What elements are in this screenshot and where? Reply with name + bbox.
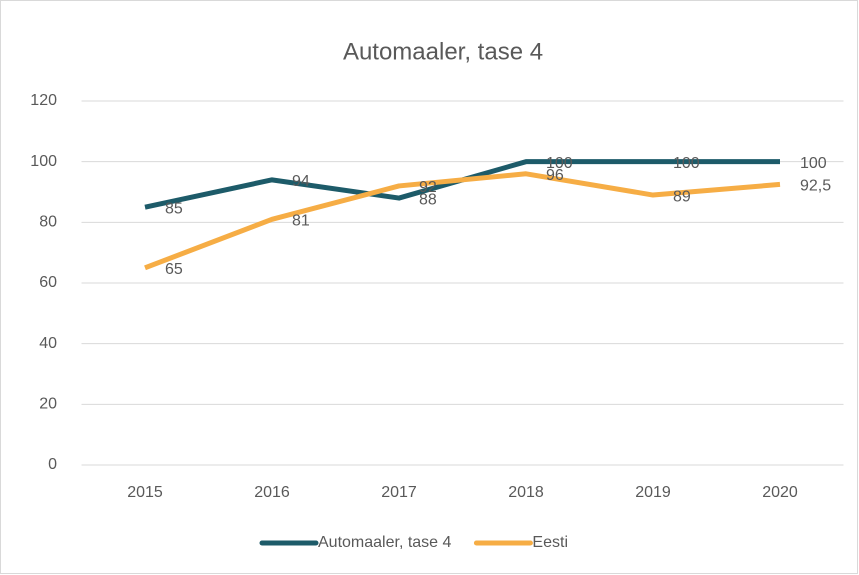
legend-label: Eesti xyxy=(532,534,568,551)
data-label: 100 xyxy=(673,155,700,172)
data-label: 100 xyxy=(800,155,827,172)
series-line xyxy=(144,171,781,271)
x-tick-label: 2015 xyxy=(127,484,163,501)
y-tick-label: 60 xyxy=(39,274,57,291)
data-label: 92,5 xyxy=(800,178,831,195)
y-tick-label: 20 xyxy=(39,396,57,413)
data-label: 81 xyxy=(292,213,310,230)
data-label: 89 xyxy=(673,188,691,205)
x-tick-label: 2017 xyxy=(381,484,417,501)
y-tick-label: 120 xyxy=(30,92,57,109)
data-label: 65 xyxy=(165,261,183,278)
y-tick-label: 0 xyxy=(48,456,57,473)
data-label: 96 xyxy=(546,167,564,184)
y-tick-label: 80 xyxy=(39,214,57,231)
x-tick-label: 2018 xyxy=(508,484,544,501)
x-tick-label: 2016 xyxy=(254,484,290,501)
x-tick-label: 2019 xyxy=(635,484,671,501)
data-label: 88 xyxy=(419,191,437,208)
y-tick-label: 100 xyxy=(30,153,57,170)
x-tick-label: 2020 xyxy=(762,484,798,501)
data-label: 85 xyxy=(165,200,183,217)
data-label: 94 xyxy=(292,173,310,190)
data-label: 100 xyxy=(546,155,573,172)
y-tick-label: 40 xyxy=(39,335,57,352)
legend-label: Automaaler, tase 4 xyxy=(318,534,452,551)
chart-title: Automaaler, tase 4 xyxy=(343,38,543,65)
data-label: 92 xyxy=(419,179,437,196)
